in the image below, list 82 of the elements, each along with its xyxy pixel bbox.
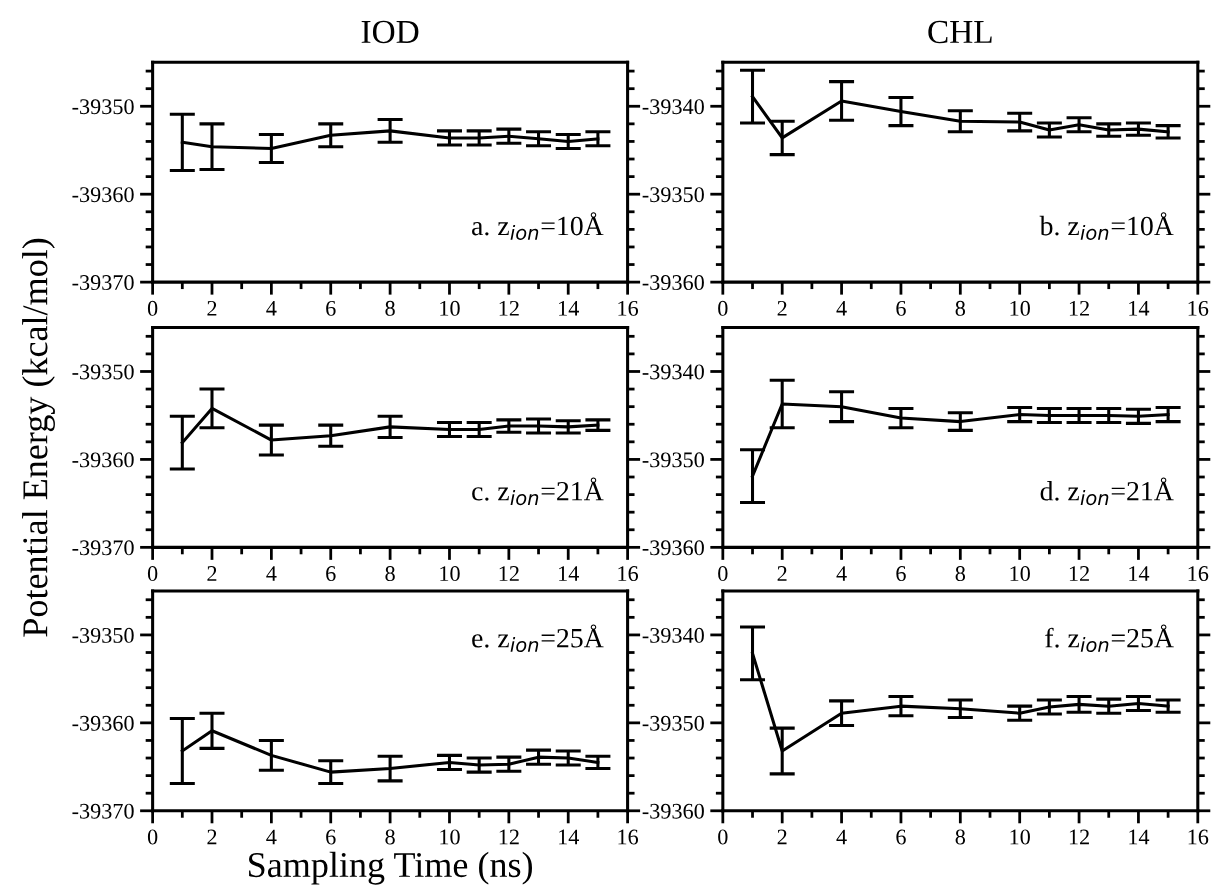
chart-title: IOD [361, 20, 419, 44]
y-tick-label: -39370 [72, 540, 134, 556]
x-tick-label: 12 [1069, 829, 1089, 845]
y-tick-label: -39350 [72, 627, 134, 643]
annotation: d. z$_{ion}$=21Å [1040, 477, 1174, 506]
y-tick-label: -39360 [72, 452, 134, 468]
x-tick-label: 6 [896, 829, 906, 845]
x-tick-label: 12 [1069, 300, 1089, 316]
y-tick-label: -39350 [642, 187, 704, 203]
x-tick-label: 16 [618, 829, 639, 845]
x-tick-label: 8 [955, 829, 966, 845]
x-tick-label: 2 [207, 829, 217, 845]
x-tick-label: 12 [499, 300, 519, 316]
x-tick-label: 0 [718, 566, 728, 582]
x-tick-label: 6 [326, 300, 336, 316]
y-tick-label: -39350 [72, 99, 134, 115]
y-tick-label: -39340 [642, 364, 704, 380]
x-tick-label: 2 [207, 300, 217, 316]
annotation: e. z$_{ion}$=25Å [472, 624, 604, 653]
y-tick-label: -39360 [642, 275, 704, 291]
x-tick-label: 6 [326, 566, 336, 582]
x-tick-label: 16 [1188, 566, 1209, 582]
y-tick-label: -39350 [642, 452, 704, 468]
x-tick-label: 2 [777, 829, 787, 845]
x-tick-label: 12 [499, 829, 519, 845]
annotation: b. z$_{ion}$=10Å [1039, 212, 1174, 240]
x-tick-label: 2 [777, 566, 787, 581]
y-tick-label: -39360 [72, 715, 134, 731]
x-tick-label: 4 [836, 566, 847, 581]
x-tick-label: 14 [559, 829, 579, 845]
x-tick-label: 4 [836, 829, 847, 845]
y-tick-label: -39340 [642, 627, 704, 643]
x-tick-label: 16 [618, 566, 639, 582]
x-tick-label: 4 [266, 829, 277, 845]
x-tick-label: 0 [718, 829, 728, 845]
y-tick-label: -39370 [72, 803, 134, 819]
x-tick-label: 12 [499, 566, 519, 581]
y-tick-label: -39360 [642, 803, 704, 819]
x-tick-label: 8 [385, 300, 395, 316]
x-tick-label: 2 [777, 300, 787, 316]
x-tick-label: 6 [326, 829, 336, 845]
x-tick-label: 0 [147, 829, 158, 845]
x-tick-label: 14 [1129, 829, 1150, 845]
x-tick-label: 16 [1188, 300, 1209, 316]
chart-title: CHL [928, 20, 992, 44]
x-tick-label: 12 [1069, 566, 1089, 581]
x-tick-label: 2 [207, 566, 217, 581]
x-tick-label: 14 [559, 300, 579, 316]
x-tick-label: 10 [440, 829, 460, 845]
x-tick-label: 4 [836, 300, 847, 316]
x-tick-label: 10 [1010, 566, 1030, 582]
y-axis-title: Potential Energy (kcal/mol) [22, 238, 55, 637]
y-tick-label: -39350 [72, 364, 134, 380]
x-tick-label: 10 [1010, 829, 1030, 845]
x-tick-label: 6 [896, 566, 906, 582]
y-tick-label: -39360 [72, 187, 134, 203]
annotation: c. z$_{ion}$=21Å [472, 477, 604, 506]
x-tick-label: 14 [1129, 300, 1150, 316]
x-tick-label: 14 [1129, 566, 1150, 581]
x-tick-label: 14 [559, 566, 579, 581]
x-tick-label: 0 [147, 300, 158, 316]
x-tick-label: 10 [440, 300, 460, 316]
x-tick-label: 0 [718, 300, 728, 316]
x-tick-label: 8 [385, 566, 395, 582]
x-axis-title: Sampling Time (ns) [249, 851, 532, 885]
x-tick-label: 8 [955, 300, 966, 316]
x-tick-label: 6 [896, 300, 906, 316]
annotation: f. z$_{ion}$=25Å [1045, 624, 1174, 653]
x-tick-label: 8 [955, 566, 966, 582]
x-tick-label: 10 [440, 566, 460, 582]
x-tick-label: 8 [385, 829, 395, 845]
x-tick-label: 10 [1010, 300, 1030, 316]
y-tick-label: -39340 [642, 99, 704, 115]
x-tick-label: 4 [266, 300, 277, 316]
y-tick-label: -39370 [72, 275, 134, 291]
y-tick-label: -39350 [642, 715, 704, 731]
x-tick-label: 16 [1188, 829, 1209, 845]
x-tick-label: 16 [618, 300, 639, 316]
x-tick-label: 0 [147, 566, 158, 582]
x-tick-label: 4 [266, 566, 277, 581]
annotation: a. z$_{ion}$=10Å [472, 212, 604, 240]
y-tick-label: -39360 [642, 540, 704, 556]
